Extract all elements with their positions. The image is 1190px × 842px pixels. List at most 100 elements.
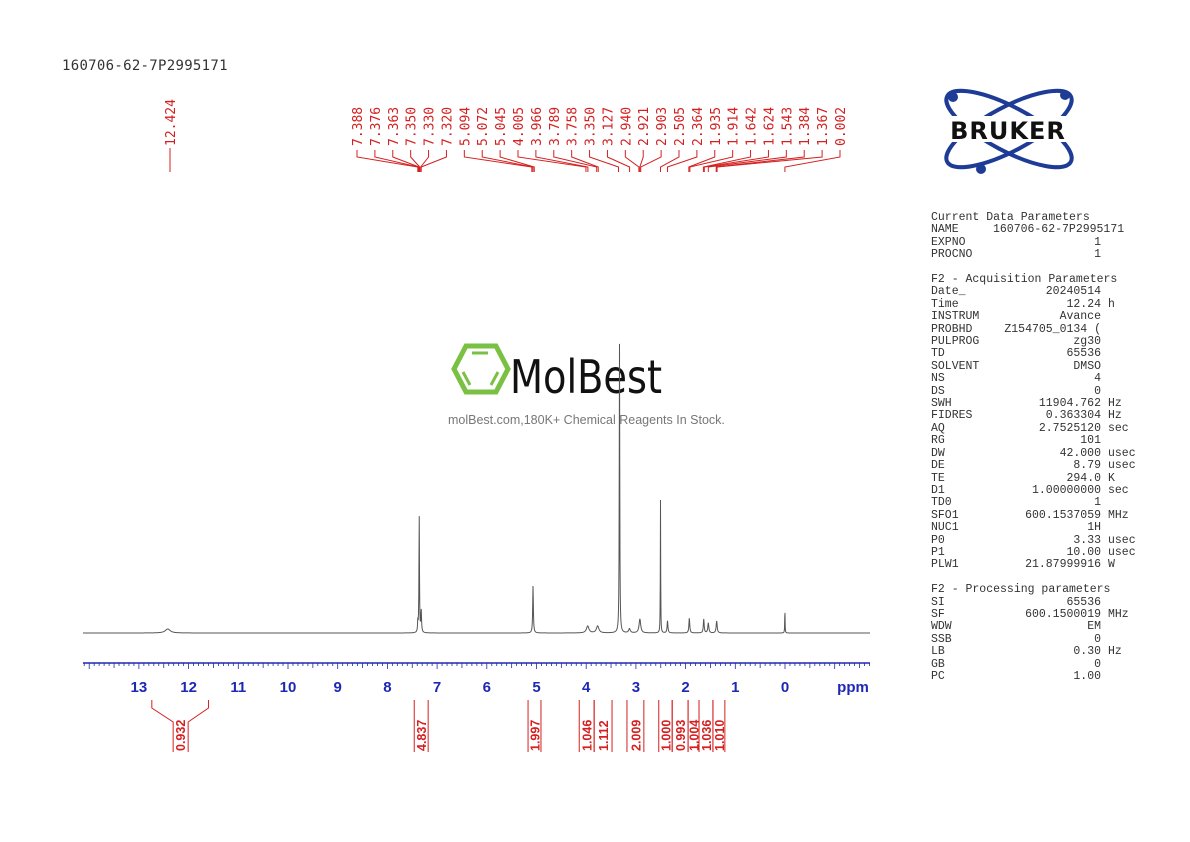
peak-label: 1.624 [703, 107, 777, 172]
parameter-unit: Hz [1108, 645, 1122, 659]
integral-bracket [626, 700, 645, 752]
parameter-value: 0 [1094, 384, 1101, 398]
parameter-unit [1101, 361, 1108, 373]
parameter-row: DE 8.79 usec [931, 459, 1136, 472]
peak-label-text: 2.505 [673, 107, 688, 146]
parameter-value: 0 [1094, 657, 1101, 671]
parameter-value: 12.24 [1066, 297, 1101, 311]
parameter-value: 1H [1087, 521, 1101, 535]
parameter-key: P0 [931, 533, 945, 547]
parameter-row: Date_ 20240514 [931, 285, 1136, 299]
integral: 1.000 [658, 700, 673, 752]
peak-label-connector [707, 150, 787, 172]
parameter-key: NS [931, 372, 945, 386]
peak-label-connector [606, 150, 631, 172]
parameter-unit [1101, 659, 1108, 671]
bruker-logo: BRUKER [924, 88, 1092, 174]
peak-label-connector [463, 150, 533, 172]
parameter-row: INSTRUM Avance [931, 310, 1136, 324]
peak-label: 1.914 [689, 107, 742, 172]
peak-label-connector [553, 150, 598, 172]
peak-label-text: 1.367 [816, 107, 831, 146]
peak-label-connector [392, 150, 420, 172]
parameter-row: FIDRES 0.363304 Hz [931, 410, 1136, 423]
parameter-key: SI [931, 595, 945, 609]
peak-label-text: 1.914 [727, 107, 742, 146]
parameter-unit [1101, 336, 1108, 348]
peak-label: 1.642 [702, 107, 760, 172]
peak-label: 3.966 [530, 107, 589, 172]
peak-label-connector [660, 150, 680, 172]
peak-label-text: 1.642 [745, 107, 760, 146]
parameter-row: RG 101 [931, 434, 1136, 448]
parameter-unit: sec [1108, 483, 1129, 497]
parameter-value: 0.30 [1073, 645, 1101, 659]
parameter-section-heading: F2 - Processing parameters [931, 583, 1111, 597]
parameter-key: LB [931, 645, 945, 659]
parameter-value: 65536 [1066, 595, 1101, 609]
peak-label-connector [410, 150, 421, 172]
peak-label-connector [499, 150, 535, 172]
peak-label-connector [356, 150, 419, 172]
peak-label-text: 7.376 [369, 107, 384, 146]
parameter-value: 4 [1094, 372, 1101, 386]
parameter-value: Avance [1059, 310, 1101, 324]
axis-tick-label: 13 [131, 679, 148, 696]
parameter-key: TD0 [931, 496, 952, 510]
integral-value: 1.997 [529, 720, 543, 751]
parameter-row: TE 294.0 K [931, 471, 1136, 485]
peak-label-connector [688, 150, 716, 172]
peak-label-connector [374, 150, 419, 172]
peak-label: 7.363 [387, 107, 420, 172]
parameter-row: DW 42.000 usec [931, 446, 1136, 460]
parameter-key: P1 [931, 545, 945, 559]
axis-tick-label: 6 [483, 679, 491, 696]
parameter-row: PLW1 21.87999916 W [931, 558, 1136, 572]
peak-label-text: 1.384 [798, 107, 813, 146]
parameter-row: SOLVENT DMSO [931, 360, 1136, 373]
parameter-key: TE [931, 471, 945, 485]
parameter-unit: Hz [1108, 397, 1122, 411]
peak-label-connector [535, 150, 589, 172]
parameter-key: SF [931, 607, 945, 621]
peak-label: 4.005 [512, 107, 587, 172]
parameter-unit: MHz [1108, 607, 1129, 621]
peak-label: 1.935 [688, 107, 724, 172]
parameter-row: PC 1.00 [931, 670, 1136, 683]
peak-label-text: 1.543 [780, 107, 795, 146]
parameter-unit [1101, 386, 1108, 398]
parameter-value: 294.0 [1066, 471, 1101, 485]
axis-tick-label: 4 [582, 679, 591, 696]
parameter-unit [1101, 497, 1108, 509]
peak-label-connector [639, 150, 644, 172]
peak-label: 1.367 [716, 107, 831, 172]
parameter-unit [1101, 224, 1108, 236]
parameter-key: Date_ [931, 285, 966, 299]
peak-label-connector [689, 150, 734, 172]
parameter-value: 10.00 [1066, 545, 1101, 559]
parameter-section-heading: Current Data Parameters [931, 211, 1090, 224]
parameter-row: PULPROG zg30 [931, 335, 1136, 348]
peak-label: 7.376 [369, 107, 419, 172]
peak-label-connector [589, 150, 620, 172]
parameter-row: SFO1 600.1537059 MHz [931, 508, 1136, 522]
axis-tick-label: 2 [681, 679, 689, 696]
peak-label: 5.045 [494, 107, 535, 172]
parameter-value: 1 [1094, 248, 1101, 262]
parameter-key: SWH [931, 397, 952, 411]
parameter-unit: MHz [1108, 508, 1129, 522]
parameter-key: RG [931, 434, 945, 448]
peak-label: 3.789 [548, 107, 598, 172]
integral-value: 1.036 [700, 720, 714, 751]
peak-label-text: 1.624 [762, 107, 777, 146]
watermark-tagline: molBest.com,180K+ Chemical Reagents In S… [448, 413, 725, 427]
parameter-row: SSB 0 [931, 633, 1136, 646]
parameter-key: DW [931, 446, 945, 460]
parameter-unit: W [1108, 558, 1115, 572]
peak-label-text: 0.002 [834, 107, 849, 146]
parameter-value: 65536 [1066, 347, 1101, 361]
parameter-row: D1 1.00000000 sec [931, 483, 1136, 497]
spectrum-title: 160706-62-7P2995171 [62, 58, 228, 74]
peak-label-text: 7.330 [423, 107, 438, 146]
peak-label: 3.127 [601, 107, 631, 172]
